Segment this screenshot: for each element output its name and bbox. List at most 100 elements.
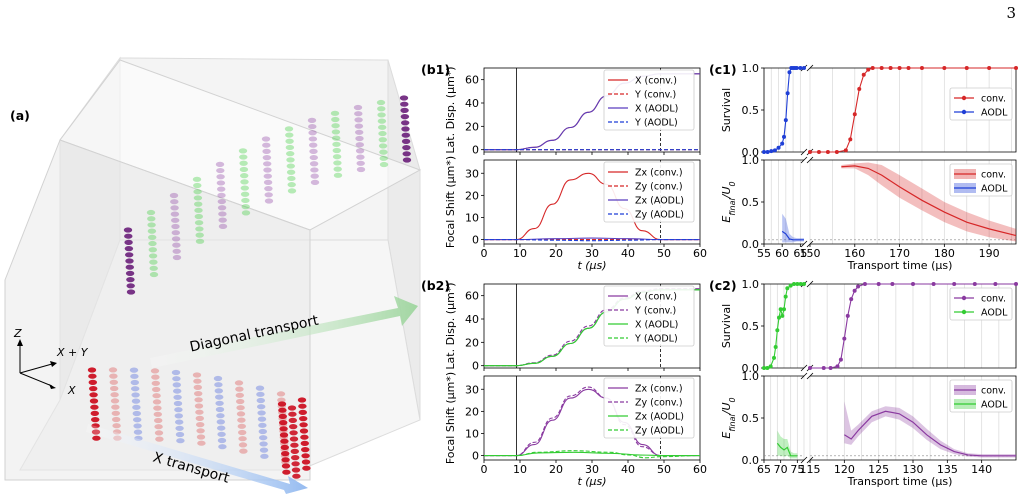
atom: [331, 129, 341, 135]
atom: [256, 391, 265, 397]
y-tick-label: 0.0: [742, 362, 760, 375]
atom: [149, 259, 158, 265]
atom: [89, 386, 98, 392]
atom: [238, 442, 248, 448]
atom: [154, 417, 163, 424]
y-axis-label: Focal Shift (μm*): [444, 156, 457, 248]
y-tick-label: 1.0: [742, 278, 760, 291]
x-tick-label: 65: [757, 463, 771, 476]
axis-break-mark: [800, 240, 808, 248]
axis-break-mark: [800, 364, 808, 372]
atom: [354, 117, 363, 123]
x-tick-label: 115: [800, 463, 821, 476]
atom: [216, 419, 225, 425]
atom: [147, 222, 156, 228]
legend-box: [603, 285, 695, 347]
data-point-1: [798, 282, 803, 286]
x-axis-label: X: [67, 384, 76, 397]
atom: [240, 185, 249, 191]
legend-label: conv.: [981, 94, 1006, 105]
y-tick-label: 0.0: [742, 146, 760, 159]
atom-array: [87, 95, 412, 479]
atom: [218, 211, 227, 217]
chart-b2_top: 0 20 40 60 Lat. Disp. (μm*)(b2) X (conv.) Y (c…: [421, 278, 701, 373]
panel-a-label: (a): [10, 108, 30, 123]
y-tick-label: 1.0: [742, 154, 760, 167]
atom: [310, 179, 320, 185]
y-tick-label: 20: [465, 120, 479, 133]
y-tick-label: 0.5: [742, 104, 760, 117]
atom: [287, 175, 296, 182]
atom: [239, 160, 248, 166]
atom: [237, 417, 246, 423]
data-point-0: [1014, 66, 1018, 70]
series-band-1: [782, 213, 804, 243]
atom: [379, 155, 388, 161]
data-point-0: [911, 282, 915, 286]
atom: [172, 382, 181, 388]
atom: [332, 147, 341, 154]
atom: [151, 380, 160, 386]
box-front-face: [4, 139, 311, 481]
legend-label: Zy (conv.): [635, 182, 683, 193]
atom: [126, 277, 135, 283]
x-tick-label: 65: [793, 247, 807, 260]
y-tick-label: 20: [465, 336, 479, 349]
panel-label: (b1): [421, 62, 450, 77]
atom: [110, 398, 120, 404]
data-point-1: [802, 66, 806, 70]
atom: [262, 155, 272, 161]
atom: [238, 436, 247, 442]
data-point-1: [772, 148, 777, 153]
x-tick-label: 60: [693, 463, 707, 476]
atom: [172, 242, 181, 248]
atom: [292, 473, 301, 479]
atom: [291, 455, 300, 461]
x-tick-label: 50: [657, 463, 671, 476]
x-tick-label: 125: [868, 463, 889, 476]
atom: [281, 463, 291, 469]
legend-marker: [961, 309, 967, 315]
atom: [131, 398, 141, 404]
data-point-1: [782, 134, 786, 139]
legend-box: [603, 377, 695, 439]
y-axis-label: Lat. Disp. (μm*): [444, 282, 457, 369]
x-tick-label: 160: [844, 247, 865, 260]
data-point-0: [825, 150, 830, 154]
atom: [131, 392, 140, 398]
data-point-0: [816, 150, 821, 154]
data-point-0: [888, 66, 893, 70]
legend-label: X (AODL): [635, 320, 678, 331]
data-point-1: [787, 70, 792, 75]
series-line-2: [484, 451, 700, 457]
atom: [263, 161, 272, 167]
atom: [109, 379, 119, 385]
axis-break-mark: [800, 456, 808, 464]
data-point-0: [862, 282, 867, 286]
data-point-1: [765, 150, 770, 154]
chart-b1_bottom: 0 10 20 30 40 50 60 0 10 20 30 Focal Shift (μm*) t (…: [444, 156, 707, 272]
atom: [148, 240, 157, 247]
x-tick-label: 20: [549, 247, 563, 260]
series-band-1: [777, 430, 798, 459]
atom: [237, 423, 246, 429]
atom: [153, 405, 162, 411]
atom: [239, 166, 249, 173]
data-point-1: [768, 364, 773, 369]
atom: [194, 201, 203, 207]
data-point-0: [848, 137, 853, 142]
atom: [88, 373, 97, 379]
atom: [259, 435, 268, 441]
atom: [171, 230, 180, 236]
data-point-0: [838, 357, 843, 362]
atom: [238, 148, 248, 154]
atom: [125, 264, 134, 270]
legend-label: Zy (AODL): [635, 426, 684, 437]
atom: [401, 120, 410, 126]
atom: [217, 437, 227, 444]
atom: [171, 369, 181, 376]
chart-c2_top: 0.0 0.5 1.0 Survival (c2) conv. AODL: [709, 278, 1018, 375]
atom: [146, 209, 156, 216]
data-point-1: [762, 150, 766, 154]
